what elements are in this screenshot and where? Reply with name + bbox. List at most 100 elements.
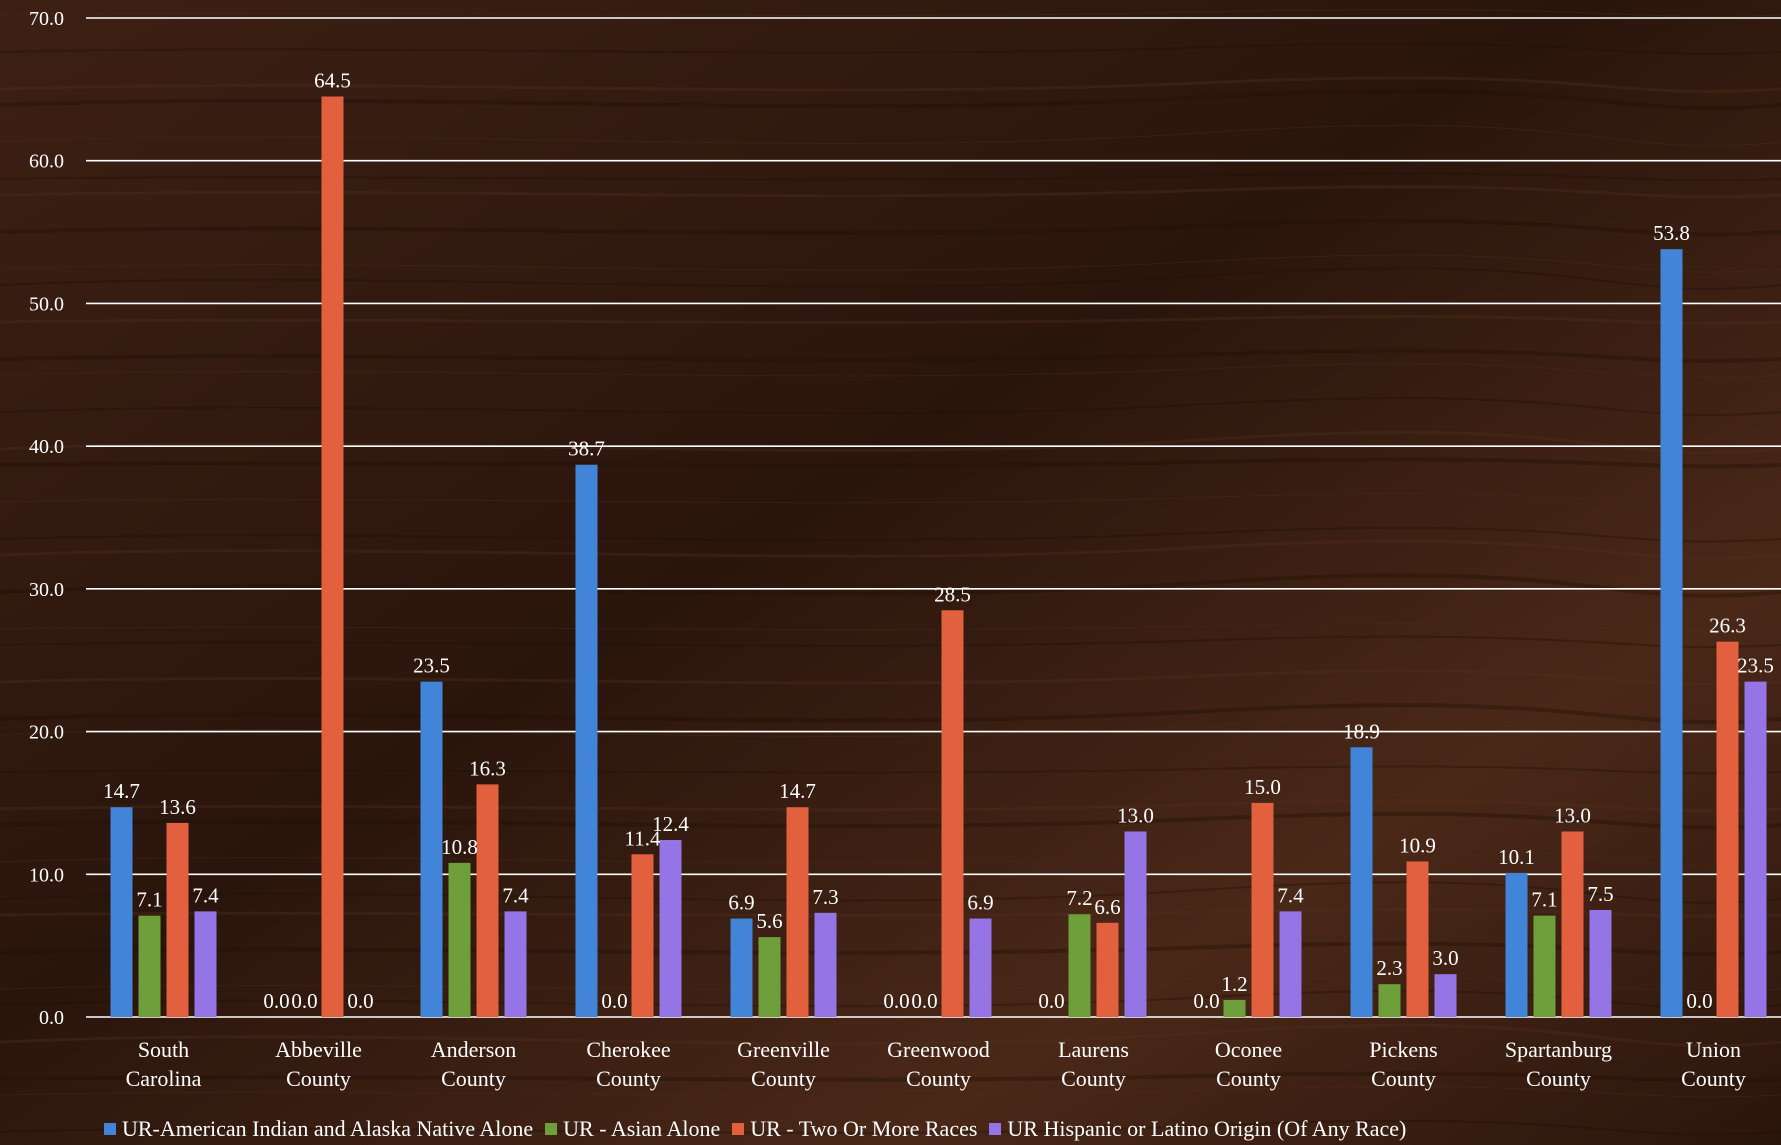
data-label: 0.0 xyxy=(1193,989,1219,1013)
data-label: 28.5 xyxy=(934,582,971,606)
bar xyxy=(138,915,161,1017)
bar xyxy=(941,610,964,1017)
bar xyxy=(1096,922,1119,1017)
bar xyxy=(110,807,133,1017)
y-axis-ticks: 0.0 10.0 20.0 30.0 40.0 50.0 60.0 70.0 xyxy=(29,8,64,1029)
data-label: 7.1 xyxy=(136,888,162,912)
legend-item: UR Hispanic or Latino Origin (Of Any Rac… xyxy=(989,1118,1406,1140)
data-label: 6.9 xyxy=(967,891,993,915)
x-tick-label: Anderson County xyxy=(431,1037,517,1091)
bar xyxy=(504,911,527,1017)
legend-item: UR-American Indian and Alaska Native Alo… xyxy=(104,1118,533,1140)
data-label: 7.3 xyxy=(812,885,838,909)
bar xyxy=(1378,984,1401,1017)
data-label: 7.4 xyxy=(502,883,529,907)
y-tick-label: 40.0 xyxy=(29,436,64,458)
wood-grain-line xyxy=(0,1119,1781,1136)
data-label: 7.4 xyxy=(192,883,219,907)
data-label: 7.4 xyxy=(1277,883,1304,907)
wood-grain-line xyxy=(0,1086,1781,1098)
data-label: 0.0 xyxy=(911,989,937,1013)
bar xyxy=(1660,249,1683,1017)
y-tick-label: 60.0 xyxy=(29,151,64,173)
bar xyxy=(1434,974,1457,1017)
bar xyxy=(1350,747,1373,1017)
bar xyxy=(1279,911,1302,1017)
data-label: 7.2 xyxy=(1066,886,1092,910)
legend-swatch xyxy=(545,1123,558,1135)
data-label: 6.6 xyxy=(1094,895,1120,919)
data-label: 13.6 xyxy=(159,795,196,819)
y-tick-label: 10.0 xyxy=(29,864,64,886)
x-axis-ticks: South Carolina Abbeville County Anderson Coun… xyxy=(126,1037,1746,1091)
data-label: 23.5 xyxy=(1737,654,1774,678)
bars xyxy=(110,96,1767,1018)
legend-label: UR Hispanic or Latino Origin (Of Any Rac… xyxy=(1007,1116,1407,1141)
data-label: 12.4 xyxy=(652,812,689,836)
legend-swatch xyxy=(732,1123,745,1135)
bar xyxy=(786,807,809,1017)
bar xyxy=(730,918,753,1017)
wood-grain-line xyxy=(0,1071,1781,1083)
data-label: 7.1 xyxy=(1531,888,1557,912)
y-tick-label: 20.0 xyxy=(29,722,64,744)
bar xyxy=(1124,831,1147,1017)
bar xyxy=(659,840,682,1017)
data-label: 14.7 xyxy=(103,779,140,803)
data-label: 10.8 xyxy=(441,835,478,859)
data-label: 0.0 xyxy=(1038,989,1064,1013)
data-label: 0.0 xyxy=(291,989,317,1013)
y-tick-label: 70.0 xyxy=(29,8,64,30)
data-label: 5.6 xyxy=(756,909,782,933)
bar xyxy=(1744,681,1767,1017)
x-tick-label: Greenwood County xyxy=(887,1037,990,1091)
bar xyxy=(1068,914,1091,1017)
data-label: 2.3 xyxy=(1376,956,1402,980)
data-label: 53.8 xyxy=(1653,221,1690,245)
bar xyxy=(631,854,654,1017)
data-labels: 14.77.113.67.40.0 0.064.50.023.510.816.37… xyxy=(103,68,1774,1013)
bar xyxy=(448,862,471,1017)
bar xyxy=(1716,641,1739,1017)
x-tick-label: Abbeville County xyxy=(275,1037,362,1091)
data-label: 14.7 xyxy=(779,779,816,803)
y-tick-label: 50.0 xyxy=(29,293,64,315)
wood-grain-line xyxy=(0,42,1781,55)
data-label: 10.1 xyxy=(1498,845,1535,869)
x-tick-label: Laurens County xyxy=(1058,1037,1129,1091)
data-label: 13.0 xyxy=(1117,803,1154,827)
legend-label: UR - Asian Alone xyxy=(563,1116,721,1141)
data-label: 0.0 xyxy=(263,989,289,1013)
data-label: 7.5 xyxy=(1587,882,1613,906)
bar xyxy=(1561,831,1584,1017)
legend-item: UR - Asian Alone xyxy=(545,1118,720,1140)
bar xyxy=(1505,872,1528,1017)
chart-legend: UR-American Indian and Alaska Native Alo… xyxy=(104,1118,1418,1140)
data-label: 3.0 xyxy=(1432,946,1458,970)
data-label: 15.0 xyxy=(1244,775,1281,799)
bar xyxy=(758,937,781,1017)
bar xyxy=(1533,915,1556,1017)
x-tick-label: Oconee County xyxy=(1215,1037,1282,1091)
wood-grain-line xyxy=(0,1023,1781,1048)
data-label: 10.9 xyxy=(1399,833,1436,857)
legend-swatch xyxy=(104,1123,116,1135)
data-label: 1.2 xyxy=(1221,972,1247,996)
bar xyxy=(969,918,992,1017)
x-tick-label: South Carolina xyxy=(126,1037,202,1091)
data-label: 0.0 xyxy=(1686,989,1712,1013)
data-label: 64.5 xyxy=(314,68,351,92)
bar xyxy=(476,784,499,1017)
data-label: 18.9 xyxy=(1343,719,1380,743)
data-label: 11.4 xyxy=(625,826,661,850)
wood-grain-line xyxy=(0,8,1781,17)
data-label: 0.0 xyxy=(883,989,909,1013)
bar xyxy=(194,911,217,1017)
legend-swatch xyxy=(989,1123,1002,1135)
data-label: 26.3 xyxy=(1709,614,1746,638)
data-label: 16.3 xyxy=(469,756,506,780)
bar xyxy=(1251,802,1274,1017)
bar xyxy=(1223,999,1246,1017)
